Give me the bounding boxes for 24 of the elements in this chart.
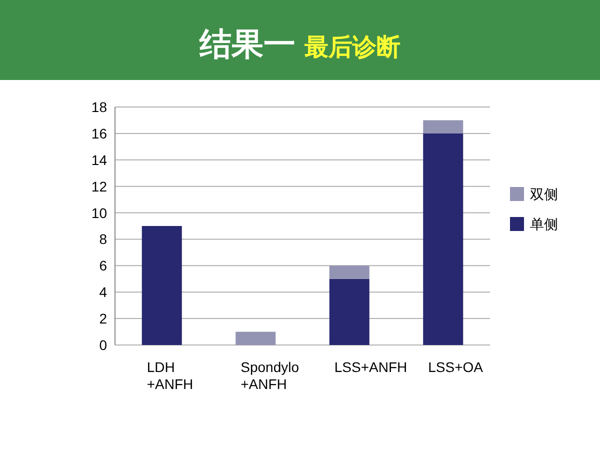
y-tick-label: 0 [99, 337, 108, 353]
y-tick-label: 10 [91, 204, 108, 221]
bar [329, 278, 370, 345]
chart-subtitle: 最后诊断 [303, 34, 400, 61]
chart-title: 结果一 [198, 26, 304, 62]
y-tick-label: 18 [91, 99, 108, 115]
y-tick-label: 6 [99, 258, 108, 274]
y-tick-label: 12 [91, 178, 108, 194]
y-tick-label: 4 [99, 284, 108, 300]
y-tick-label: 2 [99, 310, 108, 327]
y-tick-label: 8 [99, 231, 108, 248]
bar [236, 332, 276, 345]
bar [423, 133, 464, 345]
x-tick-label: LSS+OA [428, 359, 484, 375]
bar [329, 266, 370, 279]
legend-label: 双侧 [530, 186, 558, 202]
x-tick-label: LDH +ANFH [146, 359, 194, 392]
x-tick-label: Spondylo +ANFH [240, 359, 300, 392]
legend-label: 单侧 [530, 216, 558, 232]
y-tick-label: 16 [91, 125, 108, 142]
y-tick-label: 14 [91, 152, 108, 168]
x-tick-label: LSS+ANFH [334, 359, 408, 375]
bar [142, 226, 182, 345]
bar [423, 120, 464, 134]
